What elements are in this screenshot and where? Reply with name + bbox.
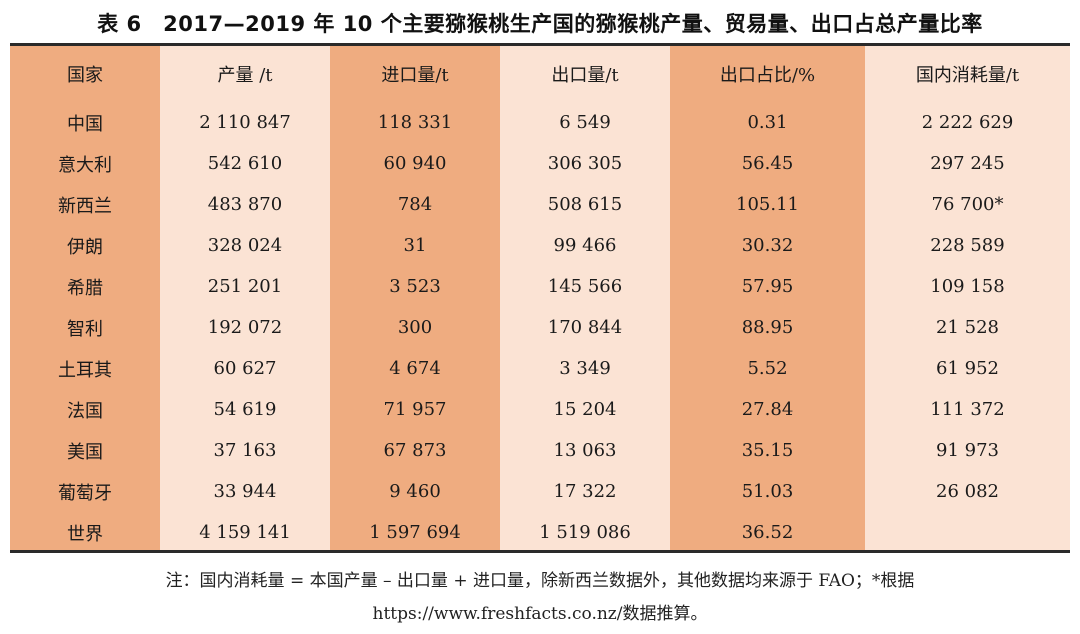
cell-export-ratio: 35.15 [670, 430, 865, 471]
header-import: 进口量/t [330, 46, 500, 102]
header-row: 国家 产量 /t 进口量/t 出口量/t 出口占比/% 国内消耗量/t [10, 46, 1070, 102]
cell-production: 2 110 847 [160, 102, 330, 143]
cell-import: 71 957 [330, 389, 500, 430]
cell-country: 土耳其 [10, 348, 160, 389]
cell-import: 300 [330, 307, 500, 348]
cell-domestic-consumption: 297 245 [865, 143, 1070, 184]
header-domestic-consumption: 国内消耗量/t [865, 46, 1070, 102]
cell-country: 智利 [10, 307, 160, 348]
table-row: 新西兰 483 870 784 508 615 105.11 76 700* [10, 184, 1070, 225]
table-title: 表 6 2017—2019 年 10 个主要猕猴桃生产国的猕猴桃产量、贸易量、出… [97, 12, 983, 36]
header-export-ratio: 出口占比/% [670, 46, 865, 102]
cell-country: 新西兰 [10, 184, 160, 225]
cell-country: 伊朗 [10, 225, 160, 266]
cell-export: 1 519 086 [500, 512, 670, 553]
cell-export: 13 063 [500, 430, 670, 471]
kiwifruit-table: 国家 产量 /t 进口量/t 出口量/t 出口占比/% 国内消耗量/t 中国 2… [10, 46, 1070, 553]
header-country: 国家 [10, 46, 160, 102]
cell-country: 希腊 [10, 266, 160, 307]
table-row: 葡萄牙 33 944 9 460 17 322 51.03 26 082 [10, 471, 1070, 512]
cell-export: 508 615 [500, 184, 670, 225]
cell-export: 170 844 [500, 307, 670, 348]
cell-domestic-consumption: 76 700* [865, 184, 1070, 225]
table-row: 土耳其 60 627 4 674 3 349 5.52 61 952 [10, 348, 1070, 389]
cell-import: 3 523 [330, 266, 500, 307]
cell-export-ratio: 0.31 [670, 102, 865, 143]
cell-import: 67 873 [330, 430, 500, 471]
cell-production: 483 870 [160, 184, 330, 225]
cell-domestic-consumption [865, 512, 1070, 553]
cell-production: 251 201 [160, 266, 330, 307]
cell-export: 17 322 [500, 471, 670, 512]
table-row: 智利 192 072 300 170 844 88.95 21 528 [10, 307, 1070, 348]
cell-import: 1 597 694 [330, 512, 500, 553]
cell-export-ratio: 56.45 [670, 143, 865, 184]
cell-production: 328 024 [160, 225, 330, 266]
table-row: 中国 2 110 847 118 331 6 549 0.31 2 222 62… [10, 102, 1070, 143]
cell-export: 6 549 [500, 102, 670, 143]
table-row: 美国 37 163 67 873 13 063 35.15 91 973 [10, 430, 1070, 471]
cell-import: 4 674 [330, 348, 500, 389]
cell-production: 60 627 [160, 348, 330, 389]
cell-export: 3 349 [500, 348, 670, 389]
cell-production: 37 163 [160, 430, 330, 471]
cell-production: 54 619 [160, 389, 330, 430]
cell-import: 60 940 [330, 143, 500, 184]
table-row: 意大利 542 610 60 940 306 305 56.45 297 245 [10, 143, 1070, 184]
cell-domestic-consumption: 61 952 [865, 348, 1070, 389]
table-row: 希腊 251 201 3 523 145 566 57.95 109 158 [10, 266, 1070, 307]
cell-domestic-consumption: 2 222 629 [865, 102, 1070, 143]
cell-production: 33 944 [160, 471, 330, 512]
cell-export-ratio: 5.52 [670, 348, 865, 389]
cell-import: 784 [330, 184, 500, 225]
cell-export-ratio: 27.84 [670, 389, 865, 430]
cell-domestic-consumption: 21 528 [865, 307, 1070, 348]
cell-country: 法国 [10, 389, 160, 430]
cell-import: 31 [330, 225, 500, 266]
header-production: 产量 /t [160, 46, 330, 102]
cell-production: 542 610 [160, 143, 330, 184]
cell-export-ratio: 30.32 [670, 225, 865, 266]
cell-country: 世界 [10, 512, 160, 553]
cell-export: 15 204 [500, 389, 670, 430]
cell-country: 意大利 [10, 143, 160, 184]
cell-export-ratio: 36.52 [670, 512, 865, 553]
bottom-rule [10, 550, 1070, 553]
cell-country: 美国 [10, 430, 160, 471]
top-rule [10, 43, 1070, 46]
footnote-line-1: 注：国内消耗量 = 本国产量 – 出口量 + 进口量，除新西兰数据外，其他数据均… [165, 571, 915, 591]
cell-production: 192 072 [160, 307, 330, 348]
header-export: 出口量/t [500, 46, 670, 102]
footnote-line-2: https://www.freshfacts.co.nz/数据推算。 [372, 604, 708, 624]
cell-domestic-consumption: 111 372 [865, 389, 1070, 430]
cell-export: 99 466 [500, 225, 670, 266]
table-row: 法国 54 619 71 957 15 204 27.84 111 372 [10, 389, 1070, 430]
cell-country: 中国 [10, 102, 160, 143]
cell-import: 118 331 [330, 102, 500, 143]
cell-production: 4 159 141 [160, 512, 330, 553]
cell-country: 葡萄牙 [10, 471, 160, 512]
cell-import: 9 460 [330, 471, 500, 512]
table-row-total: 世界 4 159 141 1 597 694 1 519 086 36.52 [10, 512, 1070, 553]
cell-export-ratio: 105.11 [670, 184, 865, 225]
cell-export-ratio: 88.95 [670, 307, 865, 348]
cell-export-ratio: 51.03 [670, 471, 865, 512]
cell-domestic-consumption: 109 158 [865, 266, 1070, 307]
cell-domestic-consumption: 228 589 [865, 225, 1070, 266]
cell-export-ratio: 57.95 [670, 266, 865, 307]
cell-export: 145 566 [500, 266, 670, 307]
cell-domestic-consumption: 91 973 [865, 430, 1070, 471]
cell-export: 306 305 [500, 143, 670, 184]
table-row: 伊朗 328 024 31 99 466 30.32 228 589 [10, 225, 1070, 266]
cell-domestic-consumption: 26 082 [865, 471, 1070, 512]
